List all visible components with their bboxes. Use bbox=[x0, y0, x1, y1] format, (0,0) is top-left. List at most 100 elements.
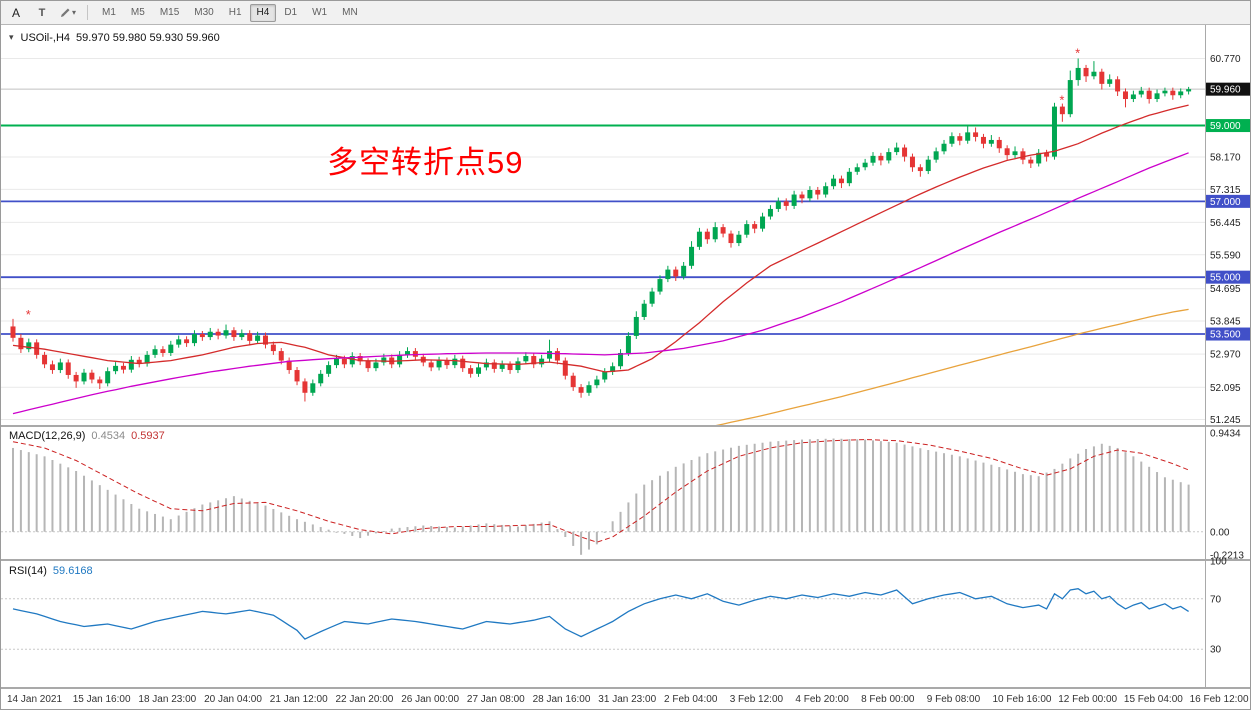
bid-price-badge-text: 59.960 bbox=[1210, 85, 1241, 96]
chart-background bbox=[1, 25, 1250, 709]
candle bbox=[712, 222, 718, 243]
candle bbox=[231, 327, 237, 341]
candle bbox=[917, 164, 923, 177]
candle bbox=[1154, 89, 1160, 103]
candle bbox=[65, 359, 71, 379]
time-axis-label: 28 Jan 16:00 bbox=[533, 694, 591, 705]
candle bbox=[310, 379, 316, 396]
macd-signal-line bbox=[12, 439, 1189, 543]
candle bbox=[176, 335, 182, 348]
rsi-header: RSI(14) 59.6168 bbox=[9, 565, 93, 577]
candle bbox=[1091, 61, 1097, 80]
text-tool-button[interactable]: T bbox=[30, 2, 54, 23]
ma-fast-line bbox=[12, 104, 1189, 373]
candles-layer bbox=[10, 58, 1192, 402]
candle bbox=[1178, 88, 1184, 99]
timeframe-button-m30[interactable]: M30 bbox=[194, 6, 214, 18]
bid-price-badge bbox=[1206, 82, 1250, 96]
candle bbox=[933, 147, 939, 163]
candle bbox=[428, 359, 434, 372]
toolbar-separator bbox=[87, 5, 88, 20]
price-axis-label: 60.770 bbox=[1210, 54, 1241, 65]
price-axis-label: 52.970 bbox=[1210, 350, 1241, 361]
candle bbox=[120, 362, 126, 374]
candle bbox=[278, 348, 284, 365]
candle bbox=[223, 324, 229, 339]
candle bbox=[1099, 68, 1105, 90]
rsi-value: 59.6168 bbox=[52, 565, 93, 577]
candle bbox=[602, 368, 608, 383]
time-axis-label: 2 Feb 04:00 bbox=[664, 694, 718, 705]
rsi-label: RSI(14) bbox=[9, 565, 47, 577]
candle bbox=[720, 224, 726, 238]
annotation-tool-button[interactable]: A bbox=[4, 2, 28, 23]
candle bbox=[870, 152, 876, 166]
candle bbox=[831, 174, 837, 190]
candle bbox=[1146, 87, 1152, 104]
price-axis-label: 53.845 bbox=[1210, 316, 1241, 327]
timeframe-button-d1[interactable]: D1 bbox=[284, 6, 298, 18]
chart-header: ▾ USOil-,H4 59.970 59.980 59.930 59.960 bbox=[9, 32, 220, 44]
candle bbox=[97, 376, 103, 389]
candle bbox=[128, 356, 134, 373]
toolbar: A T ▾ M1 M5 M15 M30 H1 H4 D1 W1 MN bbox=[1, 1, 1250, 25]
candle bbox=[42, 351, 48, 369]
timeframe-button-w1[interactable]: W1 bbox=[312, 6, 328, 18]
candle bbox=[262, 332, 268, 349]
candle bbox=[349, 352, 355, 368]
candle bbox=[286, 357, 292, 374]
candle bbox=[507, 361, 513, 374]
candle bbox=[941, 139, 947, 155]
candle bbox=[807, 186, 813, 202]
macd-signal-value: 0.5937 bbox=[131, 430, 165, 442]
sell-marker-icon: * bbox=[1075, 46, 1080, 61]
timeframe-button-m15[interactable]: M15 bbox=[159, 6, 180, 18]
candle bbox=[673, 266, 679, 281]
timeframe-button-m1[interactable]: M1 bbox=[102, 6, 116, 18]
candle bbox=[294, 367, 300, 386]
candle bbox=[523, 352, 529, 365]
candle bbox=[215, 328, 221, 340]
candle bbox=[594, 375, 600, 389]
timeframe-button-mn[interactable]: MN bbox=[342, 6, 358, 18]
rsi-scale-label: 30 bbox=[1210, 645, 1222, 656]
candle bbox=[436, 356, 442, 371]
panel-divider[interactable] bbox=[1, 425, 1251, 427]
candle bbox=[207, 327, 213, 341]
sell-marker-icon: * bbox=[1059, 92, 1064, 107]
price-axis-label: 58.170 bbox=[1210, 153, 1241, 164]
candle bbox=[1162, 87, 1168, 97]
candle bbox=[1044, 149, 1050, 162]
price-level-badge bbox=[1206, 119, 1250, 133]
candle bbox=[949, 132, 955, 147]
candle bbox=[744, 220, 750, 238]
price-axis-label: 51.245 bbox=[1210, 415, 1241, 426]
candle bbox=[815, 186, 821, 200]
candle bbox=[878, 152, 884, 166]
macd-histogram bbox=[12, 438, 1190, 555]
candle bbox=[1130, 90, 1136, 103]
candle bbox=[539, 354, 545, 368]
candle bbox=[886, 148, 892, 164]
letter-a-icon: A bbox=[11, 5, 20, 20]
timeframe-button-h1[interactable]: H1 bbox=[228, 6, 242, 18]
candle bbox=[681, 262, 687, 280]
rsi-scale-label: 70 bbox=[1210, 594, 1222, 605]
panel-divider[interactable] bbox=[1, 559, 1251, 561]
candle bbox=[996, 136, 1002, 153]
draw-tool-button[interactable]: ▾ bbox=[56, 2, 80, 23]
candle bbox=[846, 168, 852, 187]
collapse-triangle-icon[interactable]: ▾ bbox=[9, 32, 14, 42]
candle bbox=[610, 362, 616, 375]
chart-canvas[interactable]: *** 60.77058.17057.31556.44555.59054.6955… bbox=[1, 25, 1251, 710]
candle bbox=[775, 197, 781, 212]
time-axis-label: 26 Jan 00:00 bbox=[401, 694, 459, 705]
candle bbox=[625, 332, 631, 357]
candle bbox=[239, 329, 245, 341]
chart-annotation-text[interactable]: 多空转折点59 bbox=[327, 145, 524, 180]
timeframe-button-h4[interactable]: H4 bbox=[249, 3, 277, 22]
candle bbox=[113, 362, 119, 375]
candle bbox=[444, 357, 450, 369]
timeframe-button-m5[interactable]: M5 bbox=[130, 6, 145, 18]
